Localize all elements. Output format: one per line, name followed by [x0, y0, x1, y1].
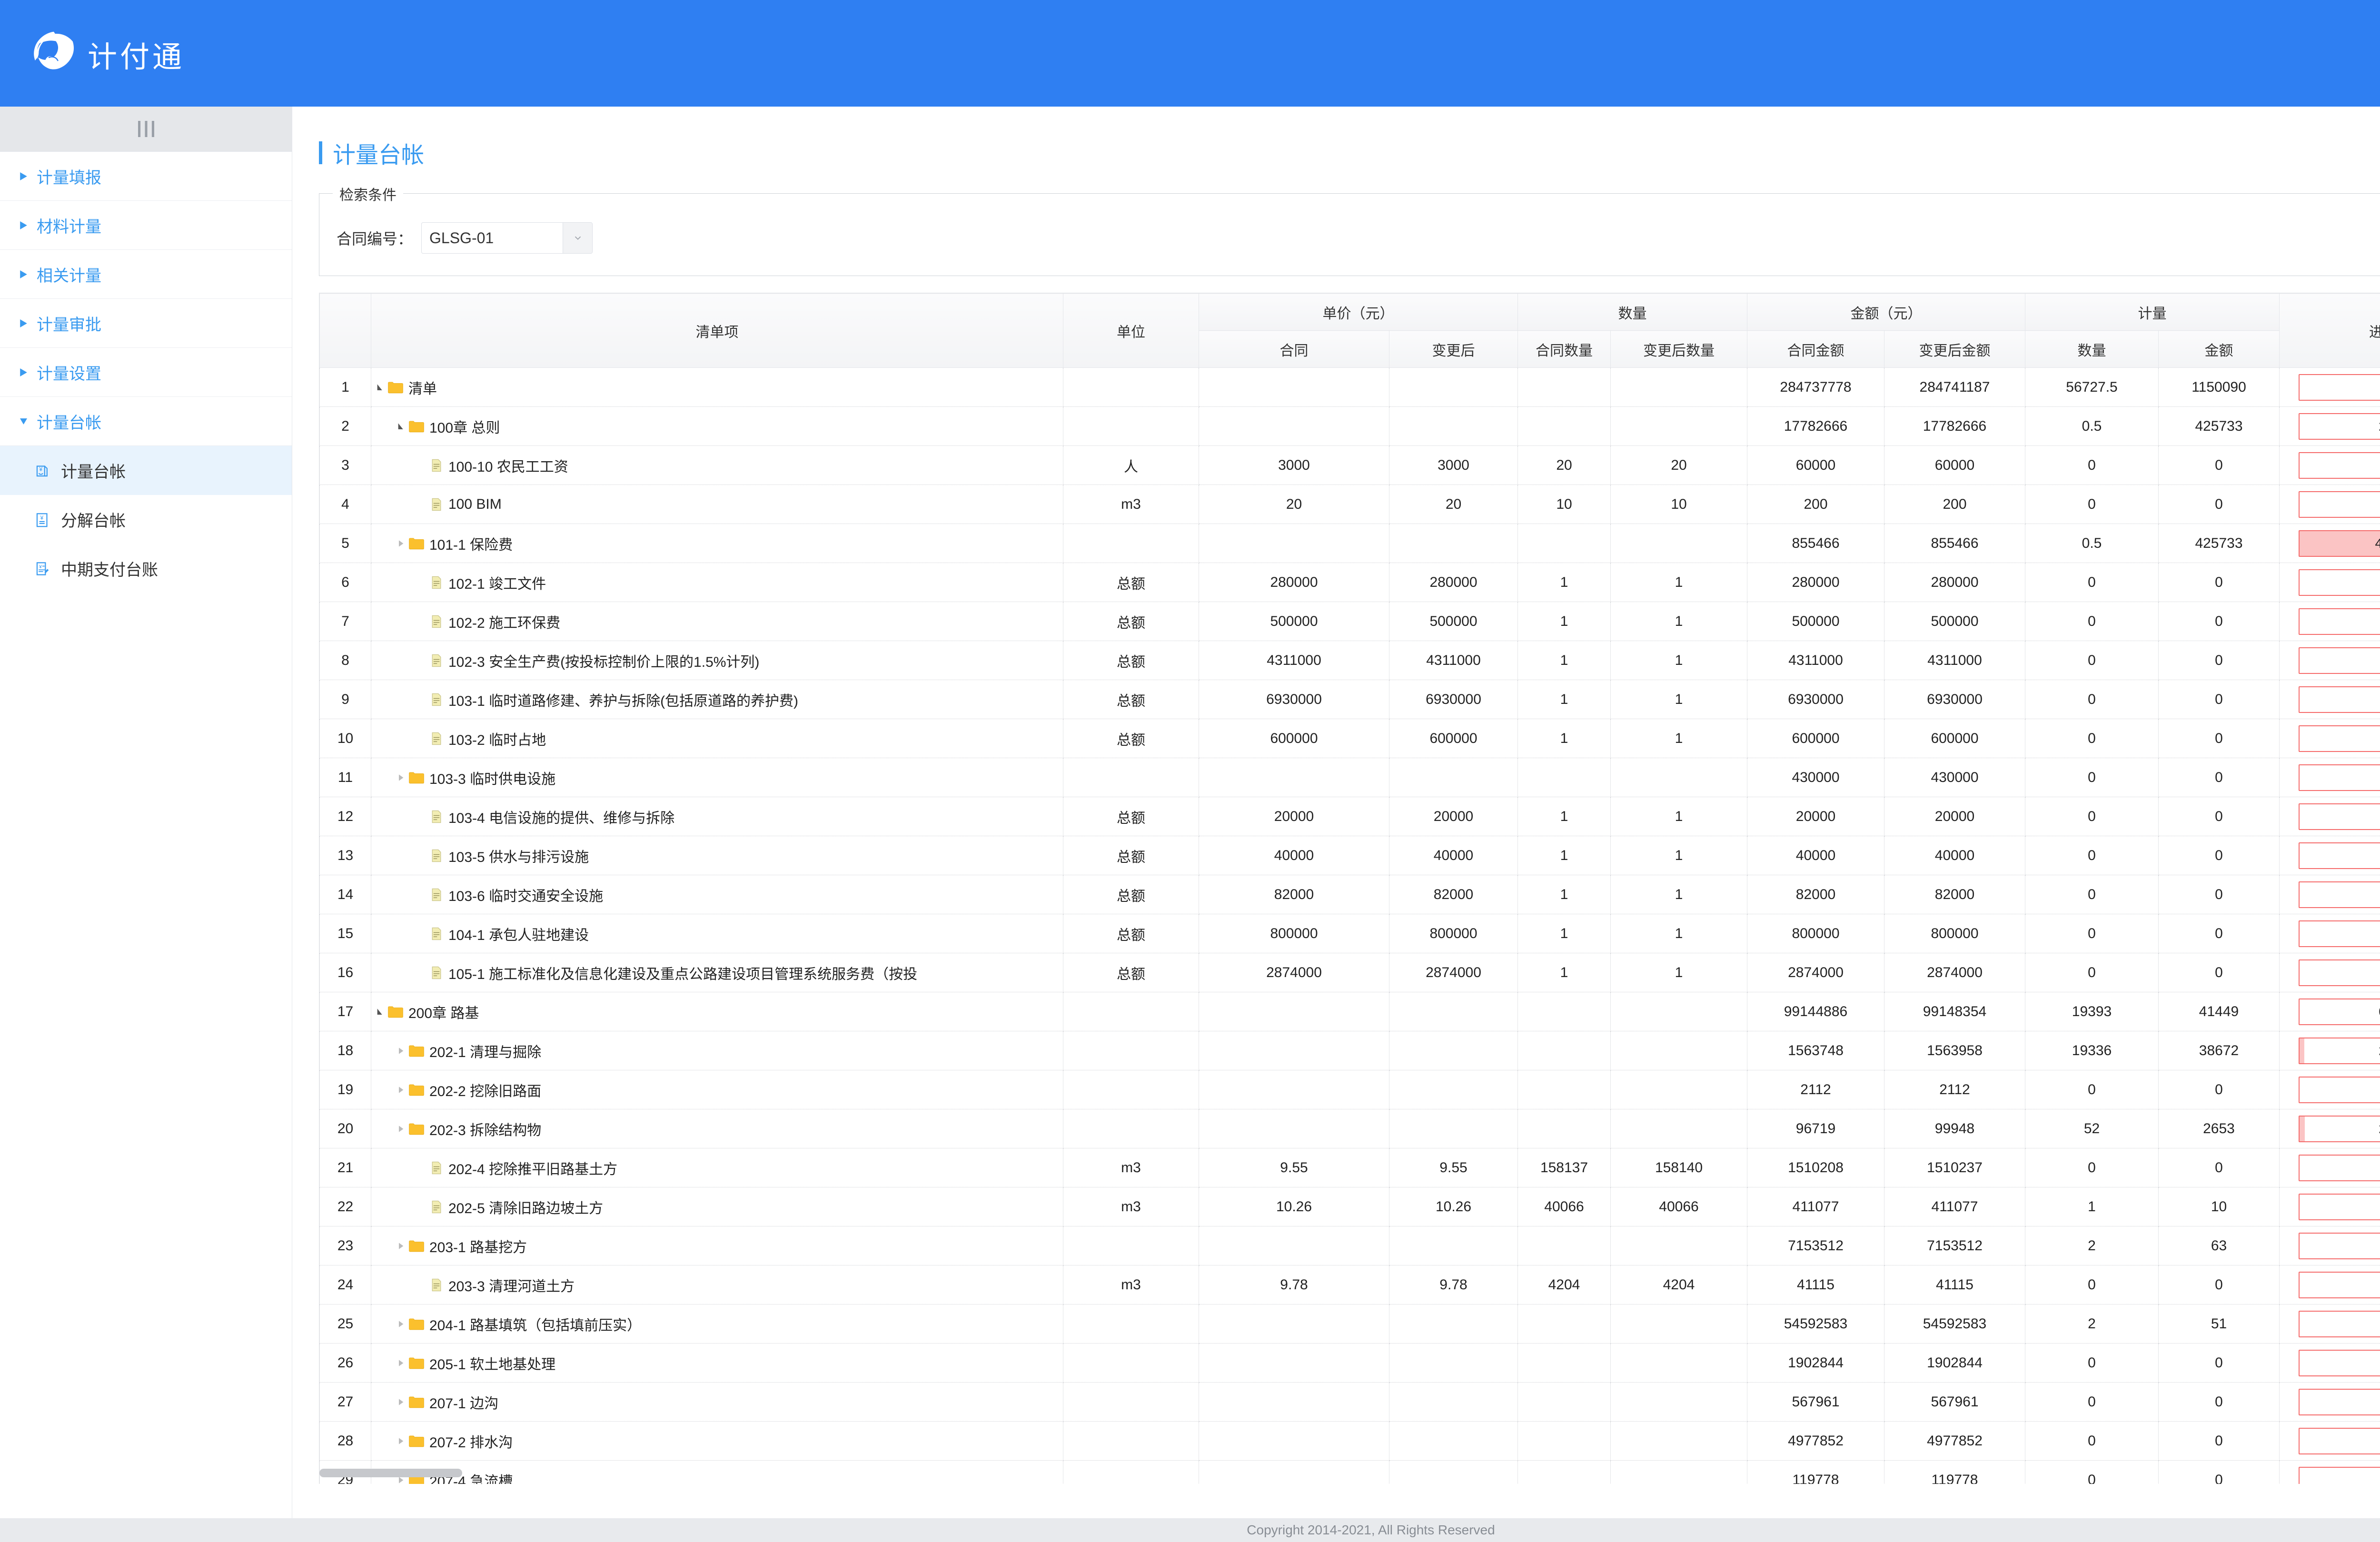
svg-text:¥: ¥	[39, 564, 42, 570]
svg-text:¥: ¥	[40, 514, 44, 521]
svg-text:¥: ¥	[39, 465, 43, 472]
